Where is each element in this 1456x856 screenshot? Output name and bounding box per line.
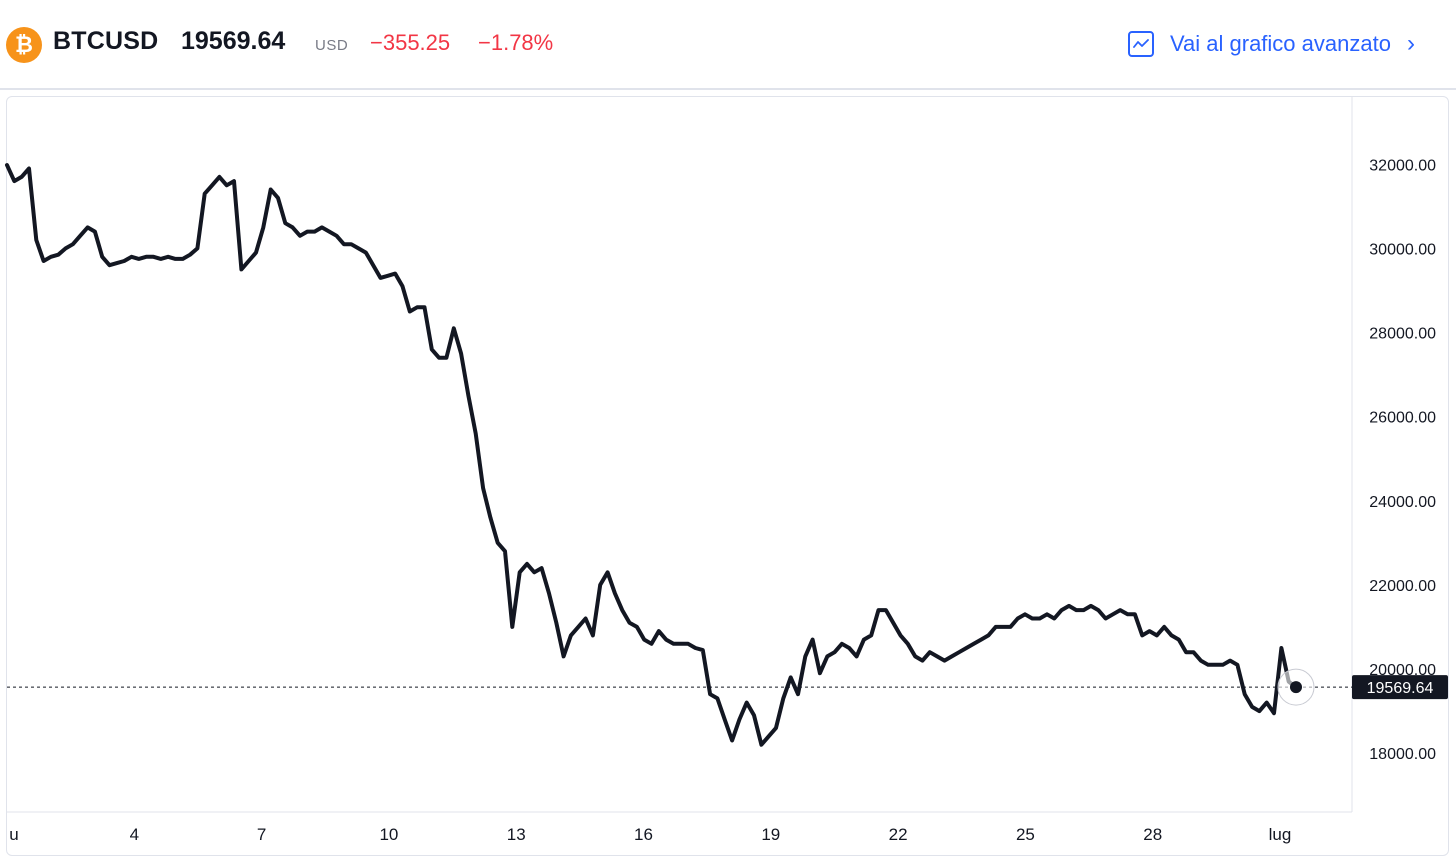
y-tick-label: 18000.00 [1369,746,1436,763]
header-divider [0,88,1456,90]
symbol-header: ₿ BTCUSD 19569.64 USD −355.25 −1.78% Vai… [0,0,1456,88]
chart-line-icon [1128,31,1154,57]
chevron-right-icon: › [1406,30,1415,57]
x-tick-label: 16 [634,825,653,844]
price-series-line [5,163,1298,747]
y-tick-label: 22000.00 [1369,578,1436,595]
last-point-dot [1290,681,1302,694]
x-tick-label: 13 [507,825,526,844]
y-tick-label: 24000.00 [1369,494,1436,511]
x-tick-label: u [9,825,18,844]
price-change: −355.25 [370,30,451,55]
x-tick-label: 28 [1143,825,1162,844]
last-price: 19569.64 [181,27,286,55]
price-change-percent: −1.78% [478,30,554,55]
x-tick-label: 10 [379,825,398,844]
y-tick-label: 28000.00 [1369,326,1436,343]
bitcoin-icon: ₿ [6,27,42,63]
advanced-chart-link[interactable]: Vai al grafico avanzato › [1128,24,1415,64]
last-price-badge [1352,675,1448,700]
symbol-name[interactable]: BTCUSD [53,27,159,55]
x-tick-label: 22 [889,825,908,844]
x-tick-label: lug [1269,825,1292,844]
y-tick-label: 20000.00 [1369,662,1436,679]
advanced-chart-label: Vai al grafico avanzato [1170,31,1391,56]
y-tick-label: 26000.00 [1369,410,1436,427]
x-tick-label: 25 [1016,825,1035,844]
last-price-badge-text: 19569.64 [1367,680,1434,697]
x-tick-label: 19 [761,825,780,844]
x-tick-label: 7 [257,825,266,844]
y-tick-label: 30000.00 [1369,241,1436,258]
x-tick-label: 4 [130,825,139,844]
y-tick-label: 32000.00 [1369,157,1436,174]
currency-label: USD [315,37,349,54]
